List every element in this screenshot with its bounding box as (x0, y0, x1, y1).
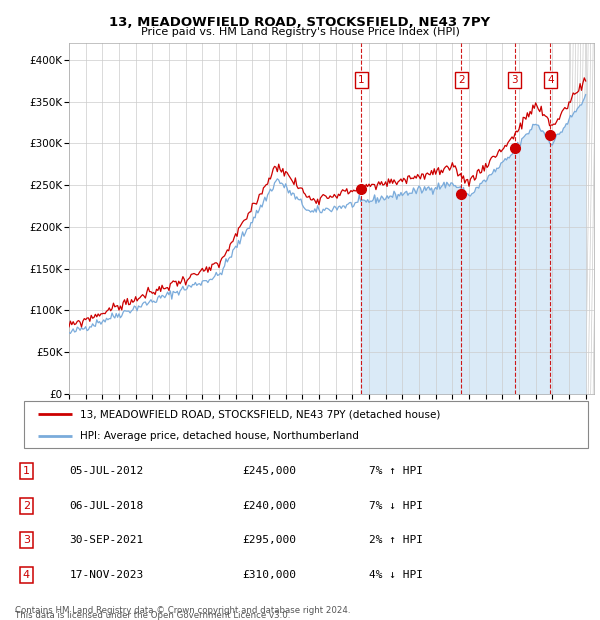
Text: 2% ↑ HPI: 2% ↑ HPI (369, 535, 423, 545)
Text: 30-SEP-2021: 30-SEP-2021 (70, 535, 144, 545)
Text: Contains HM Land Registry data © Crown copyright and database right 2024.: Contains HM Land Registry data © Crown c… (15, 606, 350, 615)
Text: Price paid vs. HM Land Registry's House Price Index (HPI): Price paid vs. HM Land Registry's House … (140, 27, 460, 37)
Text: £240,000: £240,000 (242, 501, 296, 511)
Text: 13, MEADOWFIELD ROAD, STOCKSFIELD, NE43 7PY: 13, MEADOWFIELD ROAD, STOCKSFIELD, NE43 … (109, 16, 491, 29)
Text: 7% ↓ HPI: 7% ↓ HPI (369, 501, 423, 511)
Text: £310,000: £310,000 (242, 570, 296, 580)
Text: £245,000: £245,000 (242, 466, 296, 476)
Text: 3: 3 (23, 535, 30, 545)
Bar (569, 43, 594, 394)
Text: 3: 3 (512, 75, 518, 85)
Text: HPI: Average price, detached house, Northumberland: HPI: Average price, detached house, Nort… (80, 431, 359, 441)
Text: 4: 4 (547, 75, 554, 85)
Text: 1: 1 (23, 466, 30, 476)
Text: 4% ↓ HPI: 4% ↓ HPI (369, 570, 423, 580)
Text: 17-NOV-2023: 17-NOV-2023 (70, 570, 144, 580)
Text: 2: 2 (23, 501, 30, 511)
Text: 7% ↑ HPI: 7% ↑ HPI (369, 466, 423, 476)
Text: This data is licensed under the Open Government Licence v3.0.: This data is licensed under the Open Gov… (15, 611, 290, 620)
Text: 4: 4 (23, 570, 30, 580)
Text: 1: 1 (358, 75, 365, 85)
Text: 06-JUL-2018: 06-JUL-2018 (70, 501, 144, 511)
Text: 2: 2 (458, 75, 464, 85)
Text: 13, MEADOWFIELD ROAD, STOCKSFIELD, NE43 7PY (detached house): 13, MEADOWFIELD ROAD, STOCKSFIELD, NE43 … (80, 409, 441, 419)
Text: 05-JUL-2012: 05-JUL-2012 (70, 466, 144, 476)
Text: £295,000: £295,000 (242, 535, 296, 545)
